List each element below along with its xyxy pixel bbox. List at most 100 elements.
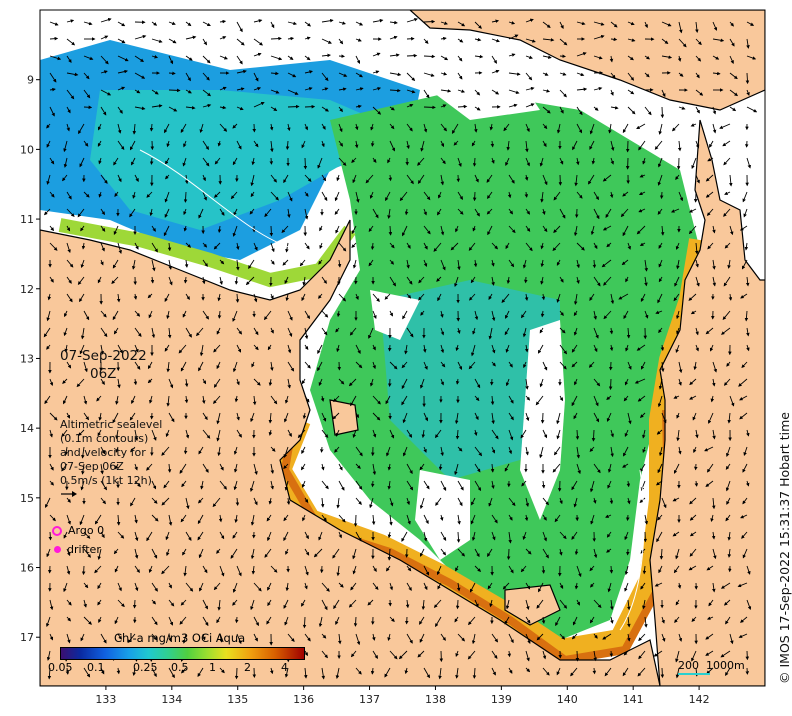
velocity-arrow — [83, 361, 88, 373]
velocity-arrow — [49, 55, 62, 61]
velocity-arrow — [402, 225, 408, 237]
velocity-arrow — [168, 38, 177, 44]
velocity-arrow — [712, 276, 717, 287]
velocity-arrow — [164, 123, 170, 134]
velocity-arrow — [670, 208, 680, 213]
velocity-arrow — [151, 55, 159, 59]
velocity-arrow — [423, 72, 435, 77]
velocity-arrow — [507, 650, 512, 658]
velocity-arrow — [471, 344, 476, 357]
velocity-arrow — [236, 140, 242, 150]
velocity-arrow — [183, 208, 187, 216]
velocity-arrow — [474, 123, 478, 133]
velocity-arrow — [321, 174, 327, 182]
velocity-arrow — [661, 21, 672, 27]
lat-tick-label: 12 — [20, 283, 34, 296]
velocity-arrow — [474, 106, 481, 111]
velocity-arrow — [660, 225, 665, 236]
velocity-arrow — [287, 310, 293, 321]
velocity-arrow — [457, 157, 462, 168]
velocity-arrow — [353, 616, 358, 627]
velocity-arrow — [705, 174, 714, 182]
velocity-arrow — [609, 650, 614, 658]
velocity-arrow — [486, 191, 493, 200]
velocity-arrow — [593, 34, 605, 40]
velocity-arrow — [66, 72, 79, 77]
velocity-arrow — [178, 344, 187, 354]
velocity-arrow — [283, 174, 289, 184]
velocity-arrow — [658, 327, 663, 334]
velocity-arrow — [372, 344, 376, 351]
velocity-arrow — [406, 174, 414, 185]
velocity-arrow — [167, 242, 172, 252]
velocity-arrow — [253, 52, 262, 57]
velocity-arrow — [729, 72, 738, 80]
velocity-arrow — [287, 327, 293, 338]
velocity-arrow — [389, 35, 398, 40]
velocity-arrow — [317, 361, 323, 372]
velocity-arrow — [712, 123, 717, 134]
velocity-arrow — [352, 174, 357, 184]
velocity-arrow — [389, 123, 395, 130]
velocity-arrow — [406, 72, 416, 82]
velocity-arrow — [525, 55, 533, 59]
velocity-arrow — [678, 191, 684, 202]
velocity-arrow — [676, 259, 680, 270]
velocity-arrow — [525, 86, 535, 91]
velocity-arrow — [335, 225, 340, 234]
velocity-arrow — [134, 89, 141, 94]
velocity-arrow — [321, 327, 328, 336]
velocity-arrow — [198, 361, 204, 372]
velocity-arrow — [236, 344, 242, 353]
velocity-arrow — [508, 53, 516, 57]
velocity-arrow — [609, 191, 614, 199]
velocity-arrow — [185, 35, 197, 40]
velocity-arrow — [183, 276, 188, 284]
velocity-arrow — [387, 157, 391, 164]
velocity-arrow — [625, 276, 629, 283]
velocity-arrow — [372, 208, 379, 219]
velocity-arrow — [556, 123, 561, 134]
velocity-arrow — [593, 21, 605, 26]
land-arnhem — [40, 219, 661, 686]
velocity-arrow — [491, 344, 496, 354]
velocity-arrow — [202, 72, 210, 81]
velocity-arrow — [576, 259, 580, 269]
velocity-arrow — [253, 19, 263, 23]
velocity-arrow — [97, 123, 102, 131]
velocity-arrow — [420, 310, 425, 316]
velocity-arrow — [112, 310, 119, 321]
velocity-arrow — [491, 242, 499, 250]
velocity-arrow — [552, 242, 561, 252]
velocity-arrow — [491, 19, 500, 24]
velocity-arrow — [164, 191, 170, 203]
velocity-arrow — [491, 55, 497, 64]
velocity-arrow — [602, 174, 612, 182]
velocity-arrow — [525, 123, 530, 133]
velocity-arrow — [185, 89, 192, 94]
velocity-arrow — [746, 55, 757, 60]
velocity-arrow — [399, 191, 408, 202]
velocity-arrow — [317, 344, 323, 354]
velocity-arrow — [253, 140, 259, 148]
velocity-arrow — [576, 123, 583, 134]
velocity-arrow — [491, 361, 496, 367]
colorbar-tick: 0.5 — [171, 661, 189, 674]
velocity-arrow — [473, 259, 478, 268]
velocity-arrow — [232, 123, 238, 129]
velocity-arrow — [338, 106, 343, 113]
velocity-arrow — [491, 69, 500, 74]
velocity-arrow — [338, 72, 348, 77]
velocity-arrow — [304, 208, 309, 220]
velocity-arrow — [591, 157, 596, 165]
velocity-arrow — [453, 140, 459, 146]
velocity-arrow — [134, 174, 139, 182]
velocity-arrow — [593, 106, 599, 111]
velocity-arrow — [474, 21, 482, 29]
velocity-arrow — [117, 123, 122, 134]
velocity-arrow — [372, 293, 380, 302]
velocity-arrow — [618, 293, 629, 300]
velocity-arrow — [149, 123, 154, 132]
velocity-arrow — [132, 191, 136, 199]
velocity-arrow — [287, 344, 292, 354]
